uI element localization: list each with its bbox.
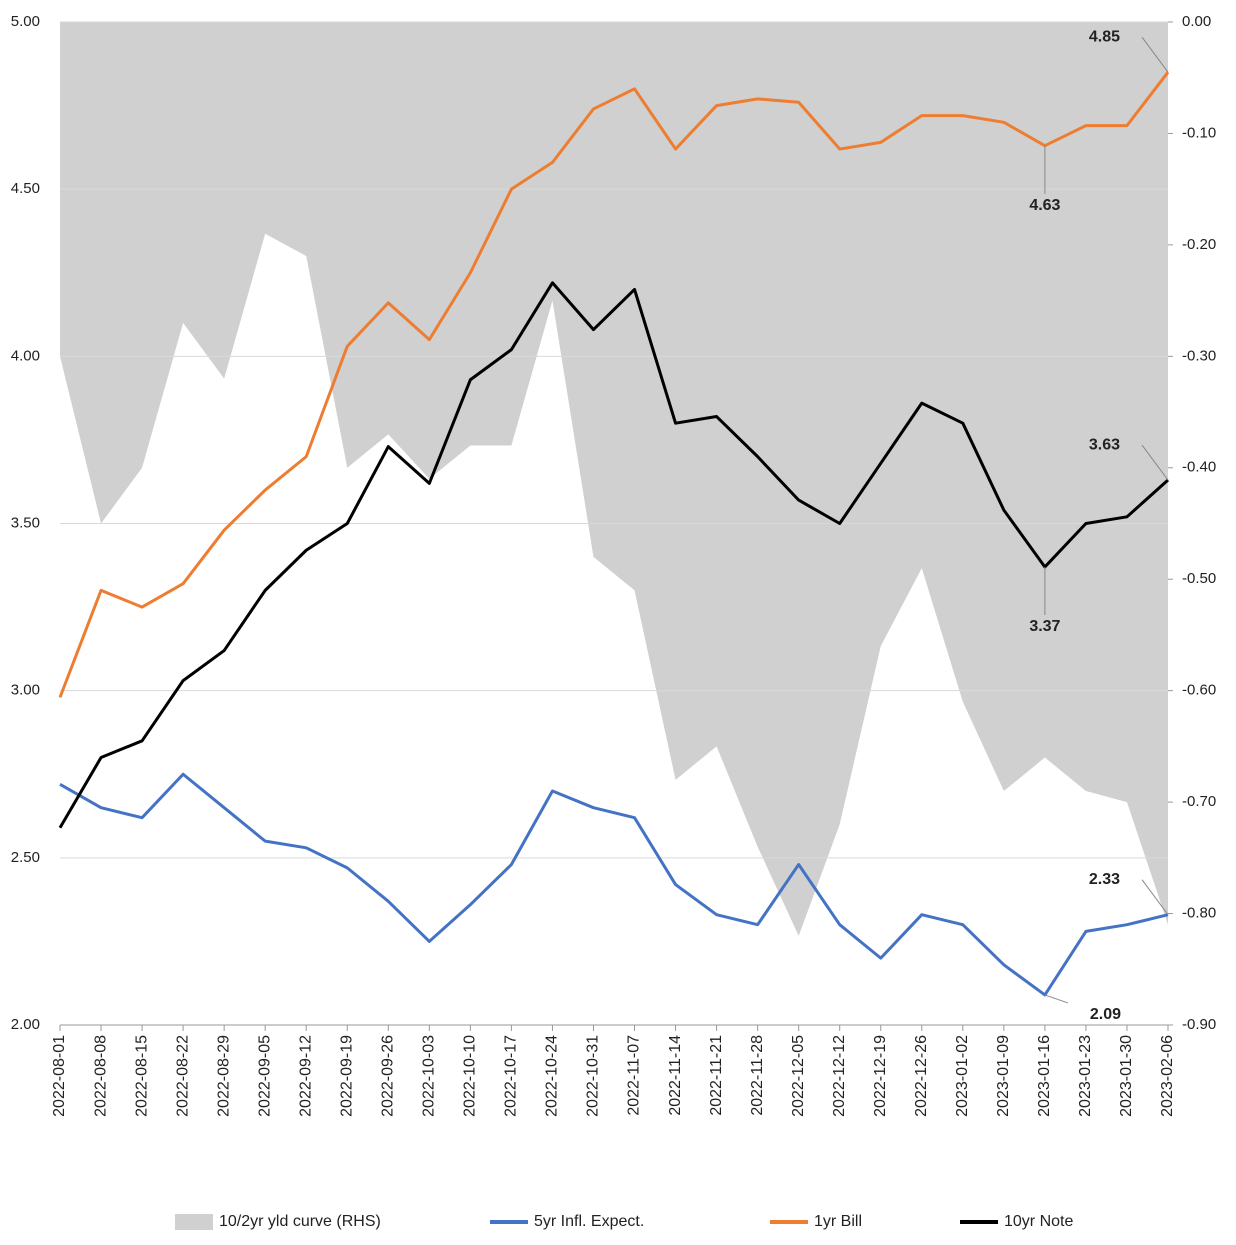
x-tick-label: 2022-10-17 (503, 1035, 520, 1117)
leader-line (1141, 36, 1169, 73)
value-label: 3.37 (1029, 618, 1060, 635)
line (59, 772, 1169, 997)
y2-tick-label: -0.20 (1182, 236, 1216, 253)
y2-tick-label: -0.40 (1182, 459, 1216, 476)
x-tick-label: 2022-08-15 (133, 1035, 150, 1117)
x-tick-label: 2023-01-16 (1036, 1035, 1053, 1117)
y2-tick-label: -0.30 (1182, 347, 1216, 364)
area (60, 22, 1168, 936)
leader-line (1044, 994, 1069, 1004)
y-tick-label: 3.50 (11, 514, 40, 531)
x-tick-label: 2022-08-22 (174, 1035, 191, 1117)
value-label: 2.33 (1089, 871, 1120, 888)
x-tick-label: 2022-12-19 (872, 1035, 889, 1117)
x-tick-label: 2022-11-21 (708, 1035, 725, 1116)
value-label: 3.63 (1089, 436, 1120, 453)
legend-label: 5yr Infl. Expect. (534, 1213, 644, 1230)
x-tick-label: 2022-09-05 (256, 1035, 273, 1117)
x-tick-label: 2022-12-05 (790, 1035, 807, 1117)
grid-layer (60, 21, 1168, 1026)
x-tick-label: 2022-09-26 (380, 1035, 397, 1117)
y-tick-label: 2.00 (11, 1016, 40, 1033)
x-tick-label: 2022-08-01 (51, 1035, 68, 1117)
y-tick-label: 4.00 (11, 347, 40, 364)
y2-tick-label: -0.10 (1182, 124, 1216, 141)
y-tick-label: 4.50 (11, 180, 40, 197)
y2-tick-label: -0.90 (1182, 1016, 1216, 1033)
value-label: 4.63 (1029, 197, 1060, 214)
legend-label: 10/2yr yld curve (RHS) (219, 1213, 381, 1230)
leader-line (1141, 444, 1169, 481)
y2-tick-label: -0.60 (1182, 682, 1216, 699)
y-tick-label: 5.00 (11, 13, 40, 30)
y-tick-label: 2.50 (11, 849, 40, 866)
x-tick-label: 2023-01-09 (995, 1035, 1012, 1117)
x-tick-label: 2022-09-19 (338, 1035, 355, 1117)
x-tick-label: 2022-12-26 (913, 1035, 930, 1117)
y2-tick-label: -0.50 (1182, 570, 1216, 587)
legend-swatch (175, 1214, 213, 1230)
value-label: 4.85 (1089, 28, 1120, 45)
line (58, 281, 1170, 829)
x-tick-label: 2023-02-06 (1159, 1035, 1176, 1117)
legend-label: 10yr Note (1004, 1213, 1073, 1230)
x-tick-label: 2023-01-30 (1118, 1035, 1135, 1117)
x-tick-label: 2022-10-31 (585, 1035, 602, 1117)
x-tick-label: 2022-10-10 (462, 1035, 479, 1117)
value-label: 2.09 (1090, 1006, 1121, 1023)
x-tick-label: 2022-08-08 (92, 1035, 109, 1117)
x-tick-label: 2022-11-07 (626, 1035, 643, 1116)
x-tick-label: 2022-11-28 (749, 1035, 766, 1116)
x-tick-label: 2023-01-23 (1077, 1035, 1094, 1117)
y2-tick-label: -0.80 (1182, 905, 1216, 922)
area-layer (60, 22, 1168, 936)
x-tick-label: 2022-12-12 (831, 1035, 848, 1117)
x-tick-label: 2022-10-03 (421, 1035, 438, 1117)
x-tick-label: 2022-11-14 (667, 1035, 684, 1116)
y2-tick-label: 0.00 (1182, 13, 1211, 30)
x-tick-label: 2022-10-24 (544, 1035, 561, 1117)
x-tick-label: 2023-01-02 (954, 1035, 971, 1117)
y2-tick-label: -0.70 (1182, 793, 1216, 810)
leader-line (1141, 879, 1169, 915)
line (58, 71, 1170, 698)
x-tick-label: 2022-08-29 (215, 1035, 232, 1117)
x-tick-label: 2022-09-12 (297, 1035, 314, 1117)
y-tick-label: 3.00 (11, 682, 40, 699)
legend-label: 1yr Bill (814, 1213, 862, 1230)
